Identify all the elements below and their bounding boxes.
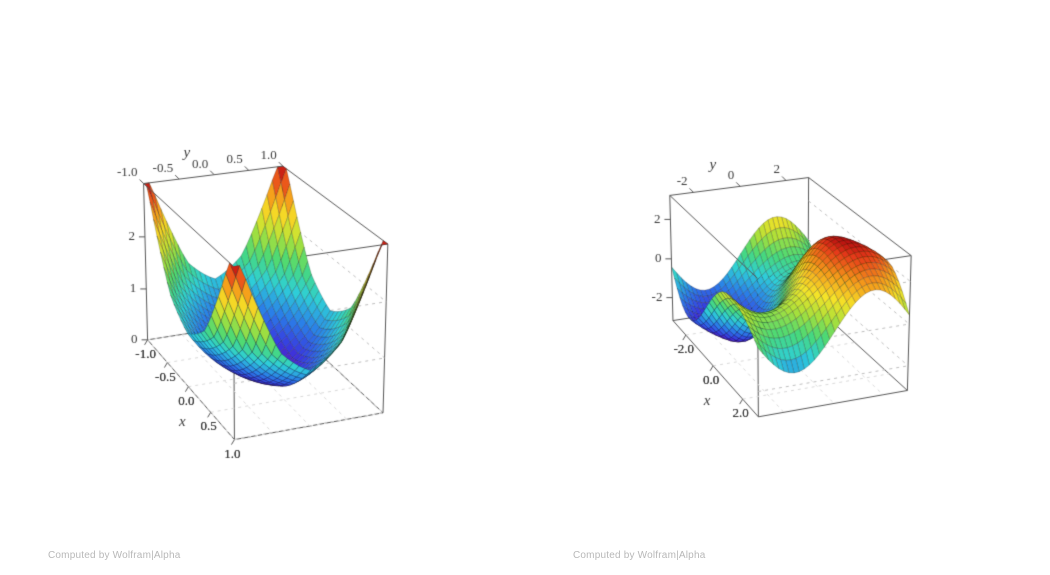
- right-panel: Computed by Wolfram|Alpha: [525, 0, 1050, 575]
- left-3d-surface: [0, 0, 525, 575]
- footer-right: Computed by Wolfram|Alpha: [573, 550, 705, 561]
- left-panel: Computed by Wolfram|Alpha: [0, 0, 525, 575]
- footer-left: Computed by Wolfram|Alpha: [48, 550, 180, 561]
- plot-container: Computed by Wolfram|Alpha Computed by Wo…: [0, 0, 1050, 575]
- right-3d-surface: [525, 0, 1050, 575]
